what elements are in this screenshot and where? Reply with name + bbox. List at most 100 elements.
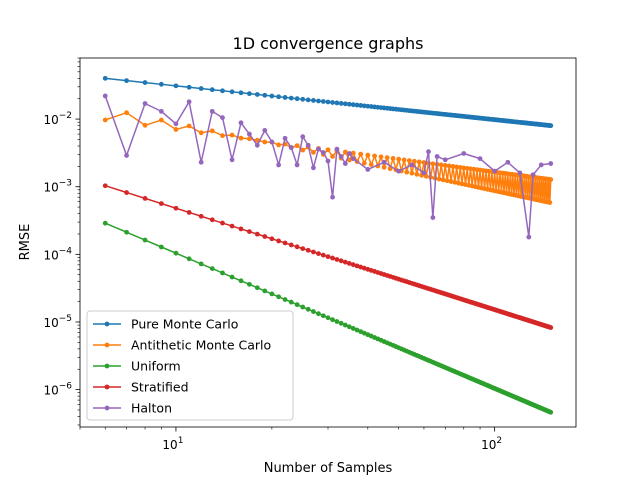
data-point bbox=[294, 302, 300, 308]
data-point bbox=[346, 261, 352, 266]
data-point bbox=[492, 168, 498, 174]
data-point bbox=[198, 159, 204, 165]
data-point bbox=[381, 159, 387, 165]
data-point bbox=[198, 261, 204, 267]
data-point bbox=[346, 151, 352, 156]
data-point bbox=[305, 306, 311, 312]
data-point bbox=[124, 110, 129, 116]
data-point bbox=[229, 89, 235, 95]
x-tick-label: 101 bbox=[162, 436, 183, 452]
legend-label: Uniform bbox=[131, 359, 181, 374]
data-point bbox=[411, 158, 417, 164]
data-point bbox=[220, 133, 225, 139]
series-uniform bbox=[102, 220, 554, 415]
data-point bbox=[294, 96, 300, 102]
data-point bbox=[124, 190, 129, 195]
data-point bbox=[142, 196, 148, 201]
data-point bbox=[311, 309, 316, 314]
data-point bbox=[276, 162, 282, 168]
data-point bbox=[300, 147, 306, 153]
data-point bbox=[300, 134, 306, 140]
data-point bbox=[288, 299, 294, 305]
data-point bbox=[158, 201, 164, 206]
data-point bbox=[316, 146, 321, 152]
legend-swatch-marker bbox=[104, 321, 110, 327]
data-point bbox=[294, 162, 300, 168]
data-point bbox=[350, 150, 356, 156]
legend-label: Halton bbox=[131, 401, 172, 416]
data-point bbox=[361, 160, 367, 166]
data-point bbox=[246, 131, 252, 137]
y-tick-label: 10−6 bbox=[43, 382, 72, 398]
y-tick-label: 10−4 bbox=[43, 246, 72, 262]
data-point bbox=[209, 87, 215, 93]
legend-item: Halton bbox=[93, 401, 172, 416]
data-point bbox=[173, 205, 179, 211]
data-point bbox=[346, 157, 352, 163]
data-point bbox=[330, 194, 335, 200]
chart-title: 1D convergence graphs bbox=[233, 34, 424, 53]
data-point bbox=[330, 100, 335, 105]
data-point bbox=[342, 149, 348, 155]
data-point bbox=[325, 158, 331, 164]
data-point bbox=[246, 136, 252, 142]
data-point bbox=[262, 288, 268, 294]
data-point bbox=[269, 291, 275, 297]
data-point bbox=[220, 270, 225, 276]
data-point bbox=[102, 117, 108, 123]
data-point bbox=[350, 102, 356, 108]
data-point bbox=[316, 251, 321, 256]
data-point bbox=[454, 164, 460, 170]
data-point bbox=[378, 154, 384, 160]
data-point bbox=[338, 100, 344, 106]
data-point bbox=[320, 99, 326, 104]
data-point bbox=[354, 263, 360, 269]
data-point bbox=[316, 98, 321, 104]
data-point bbox=[173, 83, 179, 89]
series-stratified bbox=[102, 183, 554, 330]
data-point bbox=[350, 262, 356, 268]
data-point bbox=[452, 179, 458, 185]
data-point bbox=[102, 183, 108, 189]
legend-label: Pure Monte Carlo bbox=[131, 317, 238, 332]
data-point bbox=[282, 135, 288, 141]
data-point bbox=[330, 255, 335, 261]
data-point bbox=[311, 98, 316, 103]
data-point bbox=[358, 103, 364, 108]
data-point bbox=[269, 93, 275, 99]
data-point bbox=[365, 152, 371, 158]
data-point bbox=[305, 97, 311, 103]
data-point bbox=[269, 236, 275, 242]
data-point bbox=[294, 244, 300, 250]
data-point bbox=[434, 154, 440, 159]
data-point bbox=[354, 102, 360, 108]
data-point bbox=[320, 252, 326, 258]
data-point bbox=[262, 139, 268, 145]
x-axis-label: Number of Samples bbox=[264, 461, 393, 476]
data-point bbox=[334, 257, 340, 262]
data-point bbox=[282, 95, 288, 100]
data-point bbox=[430, 215, 436, 220]
data-point bbox=[238, 90, 244, 96]
data-point bbox=[254, 285, 260, 291]
data-point bbox=[446, 163, 452, 169]
data-point bbox=[158, 244, 164, 250]
data-point bbox=[102, 75, 108, 81]
data-point bbox=[334, 146, 340, 152]
legend-swatch-marker bbox=[104, 363, 110, 369]
data-point bbox=[282, 297, 288, 302]
data-point bbox=[158, 108, 164, 114]
data-point bbox=[442, 157, 448, 163]
legend-swatch-marker bbox=[104, 342, 110, 348]
data-point bbox=[342, 322, 348, 328]
legend-box bbox=[86, 310, 294, 421]
data-point bbox=[186, 256, 192, 262]
data-point bbox=[288, 145, 294, 150]
data-point bbox=[338, 320, 344, 326]
y-tick-label: 10−3 bbox=[43, 179, 72, 195]
data-point bbox=[288, 242, 294, 248]
data-point bbox=[421, 170, 427, 176]
data-point bbox=[342, 259, 348, 265]
data-point bbox=[320, 150, 326, 155]
data-point bbox=[438, 162, 444, 168]
